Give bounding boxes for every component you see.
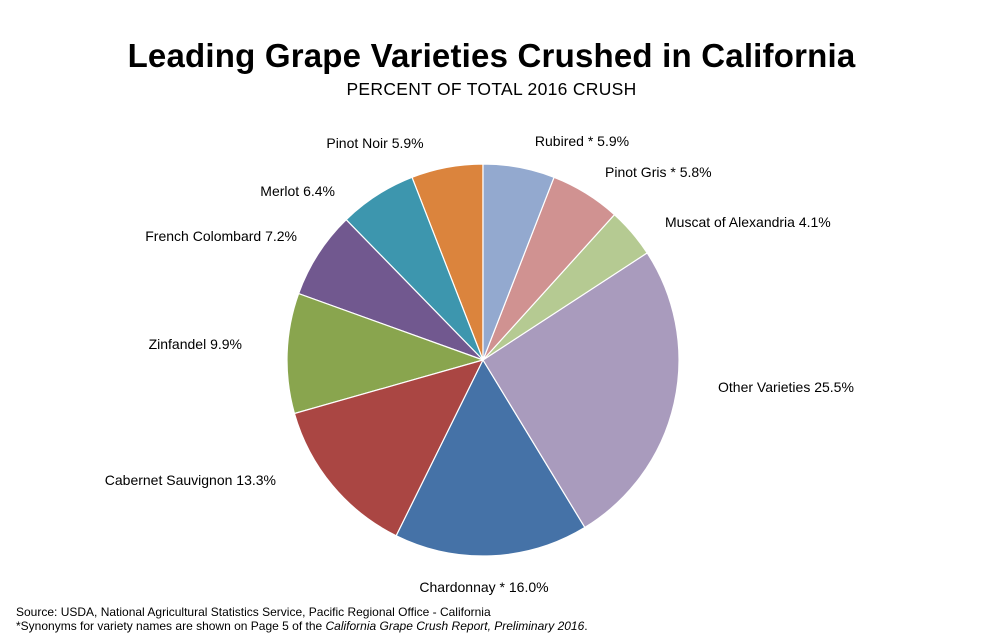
pie-label-cabernet-sauvignon: Cabernet Sauvignon 13.3% — [105, 472, 276, 488]
pie-slices — [286, 163, 680, 557]
pie-label-other-varieties: Other Varieties 25.5% — [718, 379, 854, 395]
pie-label-rubired: Rubired * 5.9% — [535, 133, 629, 149]
pie-label-merlot: Merlot 6.4% — [260, 183, 335, 199]
pie-label-chardonnay: Chardonnay * 16.0% — [419, 579, 548, 595]
chart-subtitle: PERCENT OF TOTAL 2016 CRUSH — [346, 79, 637, 99]
pie-slice-rubired — [482, 163, 555, 361]
synonyms-note-prefix: *Synonyms for variety names are shown on… — [16, 619, 326, 633]
report-name: California Grape Crush Report, Prelimina… — [325, 619, 585, 633]
footnotes: Source: USDA, National Agricultural Stat… — [16, 605, 588, 633]
pie-labels: Pinot Noir 5.9% Merlot 6.4% French Colomba… — [105, 133, 854, 595]
pie-label-zinfandel: Zinfandel 9.9% — [149, 336, 242, 352]
pie-slice-cabernet-sauvignon — [293, 359, 485, 537]
pie-slice-zinfandel — [286, 292, 485, 415]
pie-label-french-colombard: French Colombard 7.2% — [145, 228, 297, 244]
pie-slice-chardonnay — [395, 358, 586, 557]
pie-slice-other-varieties — [482, 252, 680, 529]
pie-label-pinot-noir: Pinot Noir 5.9% — [326, 135, 423, 151]
pie-label-pinot-gris: Pinot Gris * 5.8% — [605, 164, 712, 180]
chart-title: Leading Grape Varieties Crushed in Calif… — [127, 37, 856, 74]
pie-label-muscat-of-alexandria: Muscat of Alexandria 4.1% — [665, 214, 831, 230]
synonyms-note: *Synonyms for variety names are shown on… — [16, 619, 588, 633]
source-note: Source: USDA, National Agricultural Stat… — [16, 605, 491, 619]
synonyms-note-suffix: . — [584, 619, 588, 633]
